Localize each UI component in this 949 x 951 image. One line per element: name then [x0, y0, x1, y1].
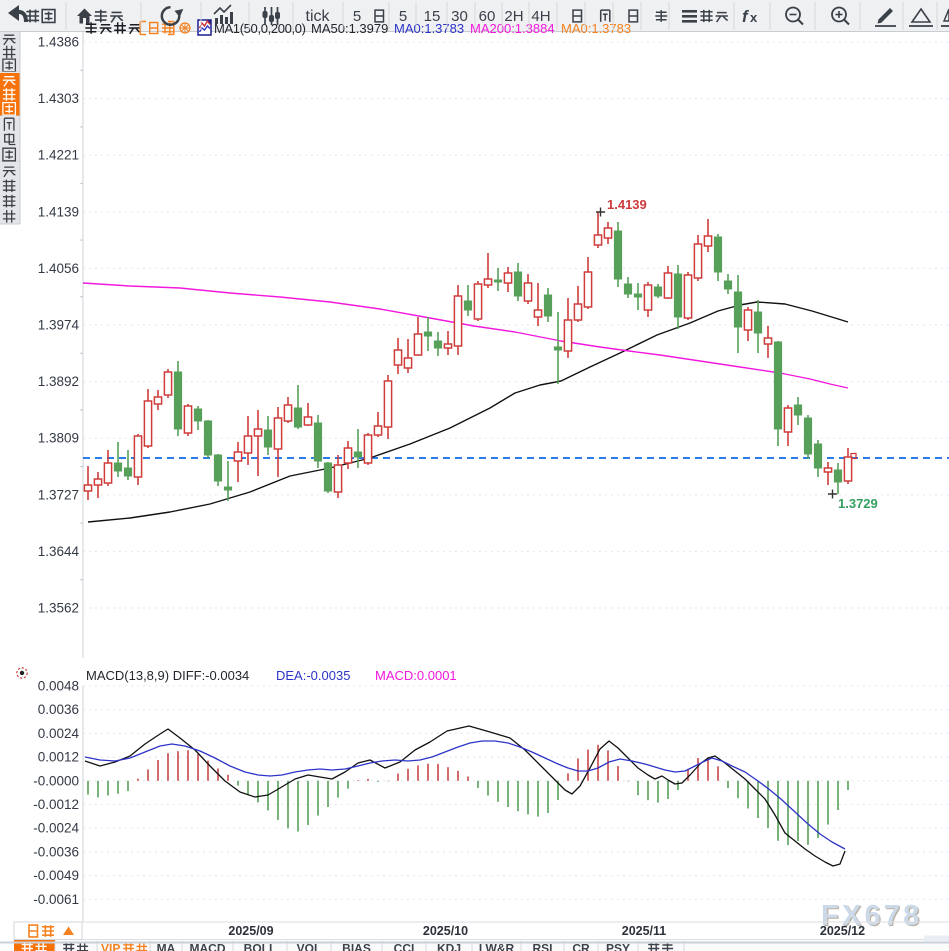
svg-text:2025/11: 2025/11	[622, 924, 667, 938]
svg-text:0.0012: 0.0012	[38, 750, 79, 765]
svg-text:PSY: PSY	[606, 942, 630, 951]
svg-text:0.0036: 0.0036	[38, 702, 79, 717]
svg-text:-0.0012: -0.0012	[33, 797, 79, 812]
svg-text:-0.0049: -0.0049	[33, 868, 79, 883]
svg-text:0.0024: 0.0024	[38, 726, 80, 741]
svg-text:1.3974: 1.3974	[38, 318, 80, 333]
svg-text:CR: CR	[572, 942, 590, 951]
svg-text:2025/09: 2025/09	[228, 924, 273, 938]
svg-text:FX678: FX678	[821, 900, 922, 932]
svg-text:CCI: CCI	[394, 942, 415, 951]
svg-text:5: 5	[353, 8, 361, 25]
svg-text:1.4303: 1.4303	[38, 91, 79, 106]
svg-text:tick: tick	[306, 8, 331, 25]
svg-text:KDJ: KDJ	[437, 942, 461, 951]
svg-text:1.4139: 1.4139	[38, 204, 79, 219]
svg-text:MACD: MACD	[190, 942, 226, 951]
svg-text:LW&R: LW&R	[479, 942, 515, 951]
svg-text:-0.0024: -0.0024	[33, 821, 79, 836]
svg-text:BIAS: BIAS	[342, 942, 371, 951]
svg-text:4H: 4H	[531, 8, 550, 25]
svg-text:MA: MA	[157, 942, 176, 951]
svg-text:1.4221: 1.4221	[38, 148, 79, 163]
svg-text:2025/10: 2025/10	[423, 924, 468, 938]
svg-text:1.3727: 1.3727	[38, 487, 79, 502]
svg-text:RSI: RSI	[532, 942, 552, 951]
svg-text:BOLL: BOLL	[244, 942, 277, 951]
svg-text:0.0048: 0.0048	[38, 679, 79, 694]
svg-text:-0.0061: -0.0061	[33, 892, 79, 907]
svg-text:60: 60	[479, 8, 496, 25]
svg-text:5: 5	[399, 8, 407, 25]
svg-text:VIP: VIP	[101, 942, 120, 951]
svg-text:1.3809: 1.3809	[38, 431, 79, 446]
svg-text:DEA:-0.0035: DEA:-0.0035	[276, 668, 350, 683]
svg-text:MA50:1.3979: MA50:1.3979	[311, 21, 388, 36]
svg-text:-0.0036: -0.0036	[33, 844, 79, 859]
svg-text:MA0:1.3783: MA0:1.3783	[561, 21, 631, 36]
svg-text:f: f	[742, 7, 750, 26]
svg-text:1.3892: 1.3892	[38, 374, 79, 389]
svg-text:1.3729: 1.3729	[838, 496, 878, 511]
svg-text:30: 30	[451, 8, 468, 25]
svg-text:x: x	[750, 10, 758, 25]
svg-text:1.3644: 1.3644	[38, 544, 80, 559]
svg-text:1.3562: 1.3562	[38, 601, 79, 616]
svg-text:1.4139: 1.4139	[607, 197, 647, 212]
svg-text:-0.0000: -0.0000	[33, 773, 79, 788]
svg-text:MACD:0.0001: MACD:0.0001	[375, 668, 457, 683]
svg-text:2025/12: 2025/12	[820, 924, 865, 938]
svg-text:VOL: VOL	[297, 942, 322, 951]
svg-text:1.4386: 1.4386	[38, 35, 79, 50]
svg-text:15: 15	[424, 8, 441, 25]
svg-text:MACD(13,8,9) DIFF:-0.0034: MACD(13,8,9) DIFF:-0.0034	[86, 668, 249, 683]
svg-text:1.4056: 1.4056	[38, 261, 79, 276]
svg-text:2H: 2H	[504, 8, 523, 25]
svg-text:MA1(50,0,200,0): MA1(50,0,200,0)	[214, 21, 306, 36]
svg-text:MA200:1.3884: MA200:1.3884	[470, 21, 555, 36]
